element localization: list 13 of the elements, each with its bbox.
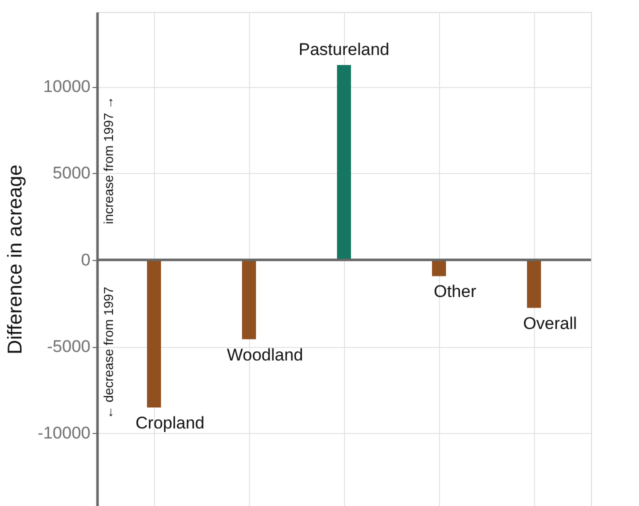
x-tick-label: Cropland xyxy=(136,414,204,433)
y-axis-title: Difference in acreage xyxy=(4,164,27,354)
y-tick-label: 0 xyxy=(81,250,90,270)
x-tick-label: Other xyxy=(434,282,477,302)
x-tick-label: Overall xyxy=(523,314,577,333)
x-tick-label: Woodland xyxy=(226,345,304,364)
y-tick-label: -5000 xyxy=(47,337,90,356)
y-tick-label: -10000 xyxy=(38,424,90,443)
y-tick-label: 5000 xyxy=(52,164,90,183)
y-tick-label: 10000 xyxy=(43,77,90,96)
x-tick-label: Pastureland xyxy=(298,40,390,60)
annotation: increase from 1997 → xyxy=(101,96,116,224)
annotation: ← decrease from 1997 xyxy=(101,286,116,419)
